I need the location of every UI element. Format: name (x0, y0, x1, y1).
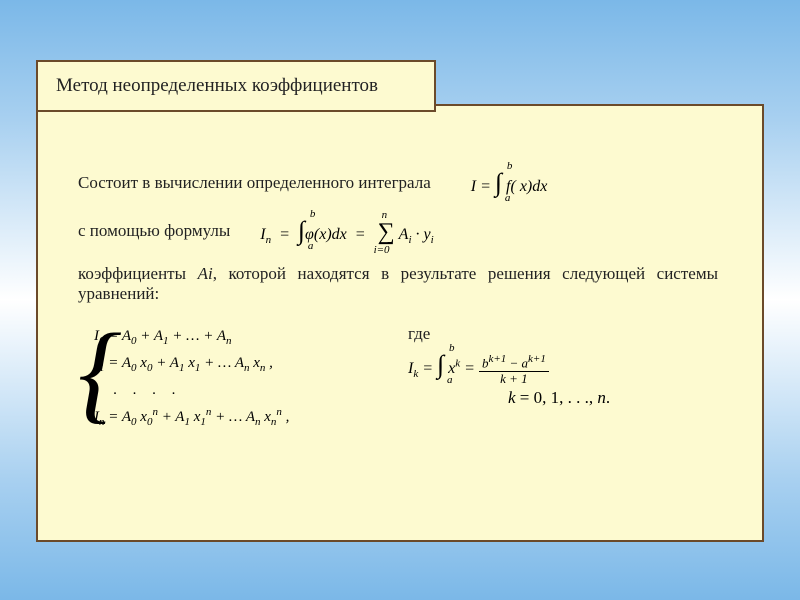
equation-system: { I0 = A0 + A1 + … + An I1 = A0 x0 + A1 … (78, 324, 722, 432)
coeff-pre: коэффициенты (78, 264, 198, 283)
title-box: Метод неопределенных коэффициентов (36, 60, 436, 112)
where-label: где (408, 324, 430, 343)
coeff-var: Ai (198, 264, 213, 283)
system-brace-icon: { (78, 320, 122, 425)
coefficients-paragraph: коэффициенты Ai, которой находятся в рез… (78, 264, 718, 304)
equation-quadrature: In = ∫baφ(x)dx = ∑ni=0Ai · yi (260, 216, 433, 246)
intro-row: Состоит в вычислении определенного интег… (78, 168, 722, 198)
intro-text: Состоит в вычислении определенного интег… (78, 173, 431, 193)
k-range: k = 0, 1, . . ., n. (508, 388, 610, 408)
system-row-n: In = A0 x0n + A1 x1n + … An xnn , (94, 403, 722, 432)
equation-integral-def: I = ∫ba f( x)dx (471, 168, 548, 198)
content-panel: Состоит в вычислении определенного интег… (36, 104, 764, 542)
content-area: Состоит в вычислении определенного интег… (38, 106, 762, 540)
equation-ik: Ik = ∫ba xk = bk+1 − ak+1k + 1 (408, 350, 549, 386)
formula-intro: с помощью формулы (78, 221, 230, 241)
slide-title: Метод неопределенных коэффициентов (56, 75, 378, 97)
lower-block: { I0 = A0 + A1 + … + An I1 = A0 x0 + A1 … (78, 324, 722, 432)
formula-row: с помощью формулы In = ∫baφ(x)dx = ∑ni=0… (78, 216, 722, 246)
rhs-block: где Ik = ∫ba xk = bk+1 − ak+1k + 1 (408, 324, 549, 386)
